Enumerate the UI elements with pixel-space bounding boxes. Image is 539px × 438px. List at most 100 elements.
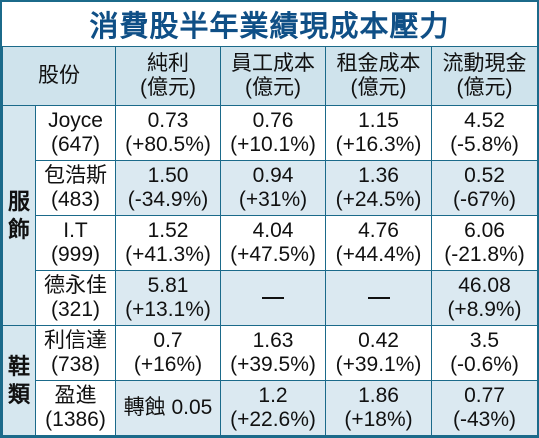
header-label: 租金成本 xyxy=(336,52,421,75)
stock-code: (738) xyxy=(50,353,101,376)
value: 轉蝕 0.05 xyxy=(123,396,213,419)
value-cell: 0.7 (+16%) xyxy=(115,325,221,381)
stock-name: Joyce xyxy=(48,109,103,132)
group-char: 類 xyxy=(7,381,30,407)
header-unit: (億元) xyxy=(140,76,196,99)
value-cell: 1.50 (-34.9%) xyxy=(115,160,221,216)
change: (+16%) xyxy=(133,353,203,376)
value: 3.5 xyxy=(469,329,500,352)
table-row: I.T (999) 1.52 (+41.3%) 4.04 (+47.5%) 4.76… xyxy=(3,215,538,271)
change: (+8.9%) xyxy=(447,298,522,321)
value: 1.63 xyxy=(252,329,294,352)
value-cell: 6.06 (-21.8%) xyxy=(431,215,538,271)
change: (+31%) xyxy=(238,188,308,211)
change: (+44.4%) xyxy=(335,243,422,266)
value: 0.7 xyxy=(153,329,183,352)
value-cell: 1.15 (+16.3%) xyxy=(325,105,432,161)
value: 0.42 xyxy=(358,329,399,352)
value: 1.15 xyxy=(358,109,399,132)
table-row: 鞋 類 利信達 (738) 0.7 (+16%) 1.63 (+39.5%) 0.4… xyxy=(2,325,538,436)
change: (+41.3%) xyxy=(125,243,211,266)
change: (-21.8%) xyxy=(444,243,525,266)
stock-name: 盈進 xyxy=(54,384,97,407)
value-cell: 3.5 (-0.6%) xyxy=(431,325,538,381)
change: (+24.5%) xyxy=(335,188,422,211)
value: 1.36 xyxy=(358,164,399,187)
value-cell: 4.76 (+44.4%) xyxy=(325,215,432,271)
page-title: 消費股半年業績現成本壓力 xyxy=(89,9,450,43)
value: 0.77 xyxy=(464,384,505,407)
group-char: 鞋 xyxy=(7,353,30,379)
table-row: 服 飾 Joyce (647) 0.73 (+80.5%) 0.76 (+10.1%… xyxy=(2,105,538,326)
value-cell: 1.63 (+39.5%) xyxy=(220,325,326,381)
group-shoes: 鞋 類 xyxy=(2,325,36,436)
stock-cell: 盈進 (1386) xyxy=(35,380,116,436)
value-cell: 4.04 (+47.5%) xyxy=(220,215,326,271)
value-cell: 5.81 (+13.1%) xyxy=(115,270,221,326)
change: (+47.5%) xyxy=(230,243,316,266)
change: (-34.9%) xyxy=(127,188,209,211)
header-unit: (億元) xyxy=(350,76,407,99)
dash-mark xyxy=(367,297,390,300)
stock-name: 利信達 xyxy=(44,329,107,352)
value-cell: 0.94 (+31%) xyxy=(220,160,326,216)
change: (+80.5%) xyxy=(125,133,211,156)
empty-value-cell xyxy=(220,270,326,326)
change: (+18%) xyxy=(344,408,413,431)
header-row: 股份 純利 (億元) 員工成本 (億元) 租金成本 (億元) 流動現金 (億元) xyxy=(2,46,538,106)
stock-cell: Joyce (647) xyxy=(35,105,116,161)
change: (+39.5%) xyxy=(230,353,316,376)
value: 1.50 xyxy=(147,164,189,187)
header-label: 純利 xyxy=(147,52,189,75)
empty-value-cell xyxy=(325,270,432,326)
value-cell: 1.2 (+22.6%) xyxy=(220,380,326,436)
value-cell: 0.42 (+39.1%) xyxy=(325,325,432,381)
change: (+22.6%) xyxy=(230,408,316,431)
group-char: 飾 xyxy=(7,216,30,242)
value-cell: 46.08 (+8.9%) xyxy=(431,270,538,326)
value: 4.52 xyxy=(464,109,505,132)
group-apparel: 服 飾 xyxy=(2,105,36,326)
stock-code: (1386) xyxy=(45,408,106,431)
change: (+39.1%) xyxy=(335,353,422,376)
change: (+10.1%) xyxy=(230,133,316,156)
stock-cell: 利信達 (738) xyxy=(35,325,116,381)
stock-code: (647) xyxy=(50,133,101,156)
change: (-5.8%) xyxy=(450,133,519,156)
header-rent-cost: 租金成本 (億元) xyxy=(325,46,432,106)
value-cell: 4.52 (-5.8%) xyxy=(431,105,538,161)
dash-mark xyxy=(262,297,284,300)
header-unit: (億元) xyxy=(456,76,513,99)
value-cell: 1.52 (+41.3%) xyxy=(115,215,221,271)
change: (+16.3%) xyxy=(335,133,422,156)
value: 0.94 xyxy=(252,164,294,187)
table-row: 盈進 (1386) 轉蝕 0.05 1.2 (+22.6%) 1.86 (+18%)… xyxy=(3,380,538,436)
value: 5.81 xyxy=(147,274,189,297)
header-label: 流動現金 xyxy=(442,52,527,75)
stock-code: (321) xyxy=(50,298,101,321)
table-row: 德永佳 (321) 5.81 (+13.1%) 46.08 (+8.9%) xyxy=(3,270,538,326)
value-cell: 轉蝕 0.05 xyxy=(115,380,221,436)
header-label: 員工成本 xyxy=(231,52,315,75)
stock-name: 德永佳 xyxy=(44,274,107,297)
value-cell: 1.36 (+24.5%) xyxy=(325,160,432,216)
header-cash-flow: 流動現金 (億元) xyxy=(431,46,538,106)
value: 0.73 xyxy=(147,109,189,132)
header-staff-cost: 員工成本 (億元) xyxy=(220,46,326,106)
value-cell: 0.52 (-67%) xyxy=(431,160,538,216)
value: 0.76 xyxy=(252,109,294,132)
change: (-67%) xyxy=(452,188,516,211)
header-net-profit: 純利 (億元) xyxy=(115,46,221,106)
group-char: 服 xyxy=(7,188,30,214)
change: (-43%) xyxy=(452,408,516,431)
stock-name: I.T xyxy=(63,219,88,242)
stock-code: (999) xyxy=(50,243,101,266)
value: 4.04 xyxy=(252,219,294,242)
value: 1.2 xyxy=(258,384,288,407)
value-cell: 0.73 (+80.5%) xyxy=(115,105,221,161)
stock-name: 包浩斯 xyxy=(44,164,107,187)
header-stock: 股份 xyxy=(2,46,116,106)
value: 1.86 xyxy=(358,384,399,407)
value: 6.06 xyxy=(464,219,505,242)
